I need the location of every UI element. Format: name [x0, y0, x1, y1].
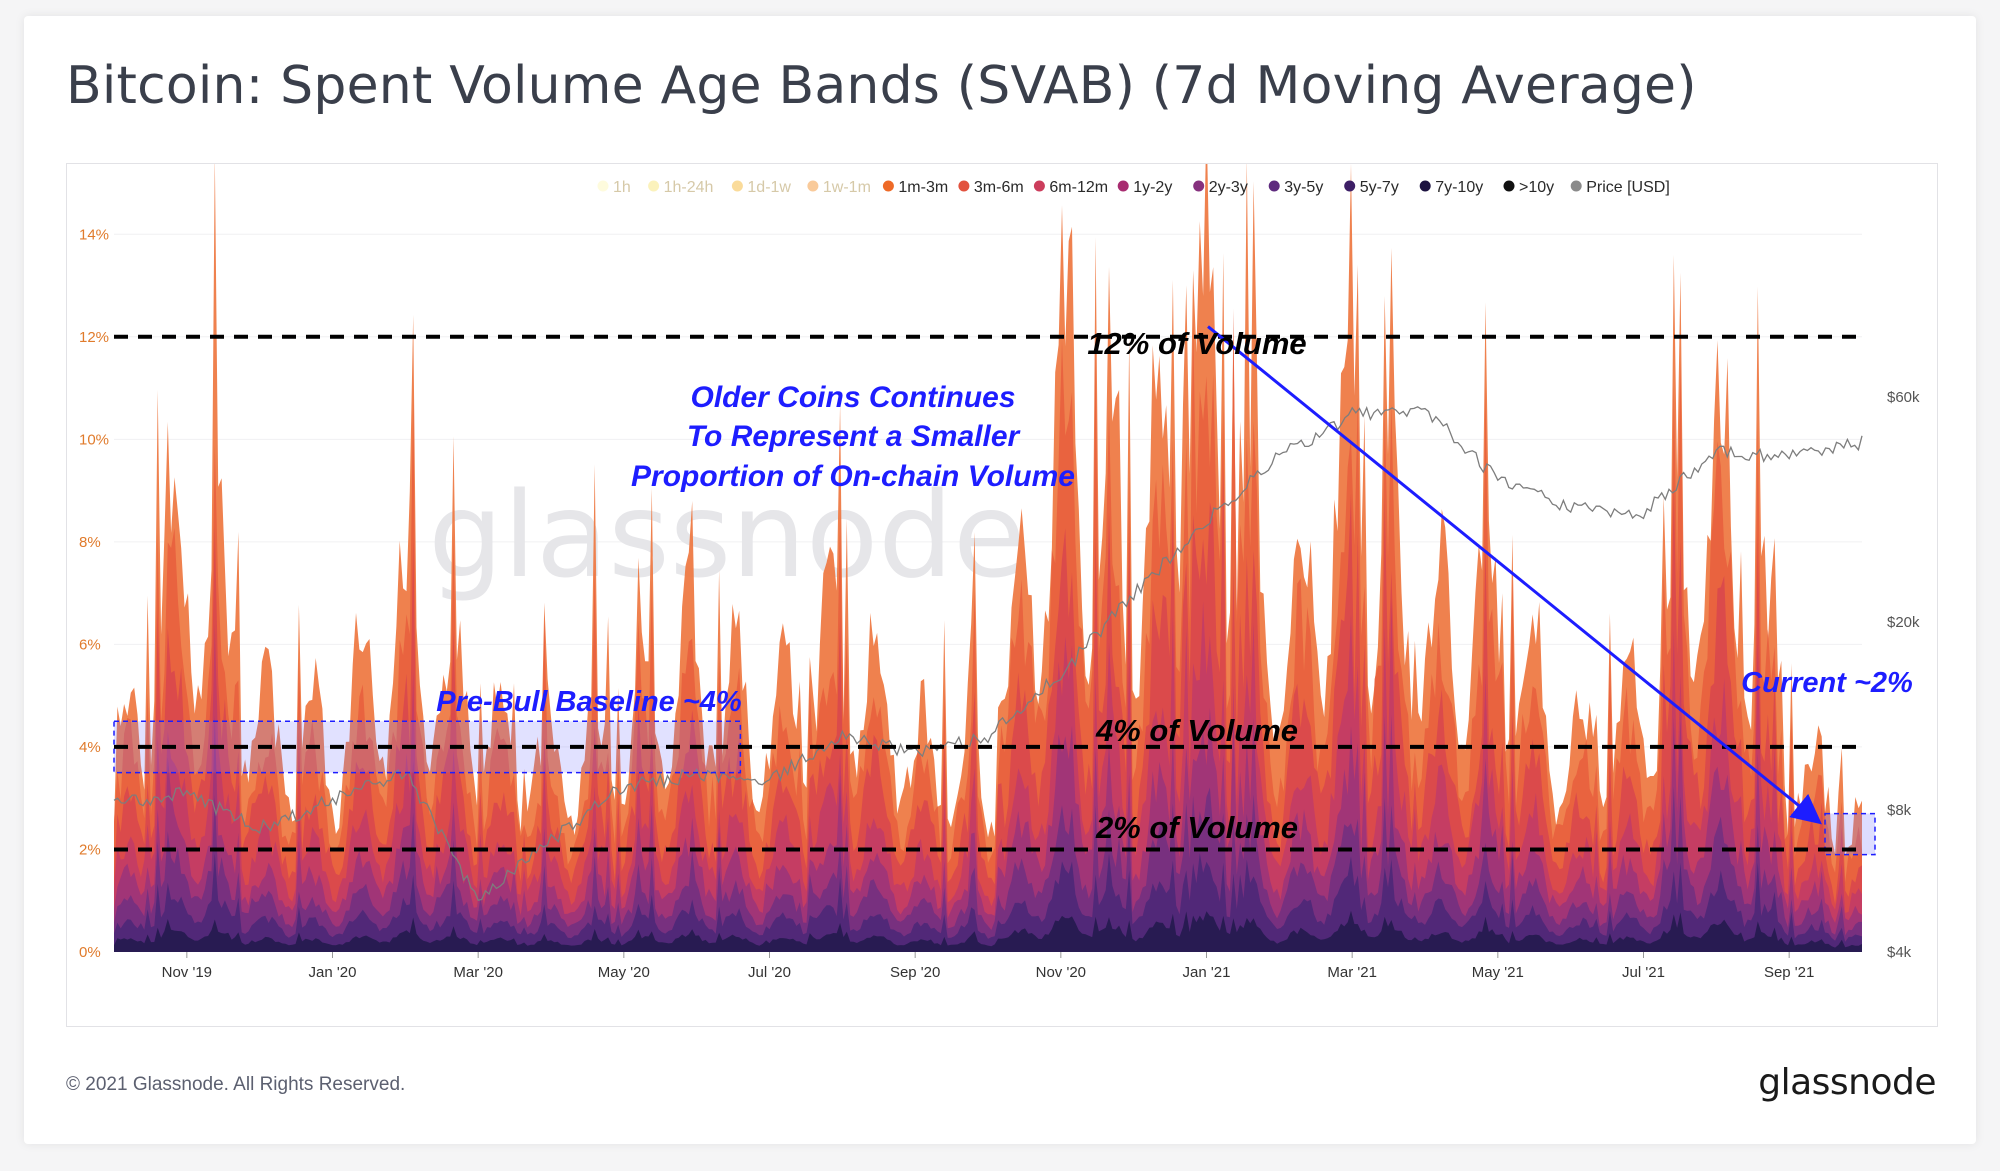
legend-label: 6m-12m — [1049, 179, 1108, 196]
legend-label: 3m-6m — [974, 179, 1024, 196]
annotations: 12% of Volume 4% of Volume 2% of Volume Pre… — [436, 326, 1913, 845]
legend-label: 5y-7y — [1360, 179, 1399, 196]
legend-label: 3y-5y — [1284, 179, 1323, 196]
y-tick-label: 0% — [79, 944, 101, 961]
legend-dot — [1033, 180, 1045, 192]
legend-label: >10y — [1519, 179, 1554, 196]
legend-label: 1h-24h — [664, 179, 714, 196]
legend-dot — [648, 180, 660, 192]
age-band-area — [114, 910, 1862, 952]
y-tick-label: 14% — [79, 226, 109, 243]
annotation-text: Older Coins Continues — [690, 381, 1015, 414]
legend-dot — [731, 180, 743, 192]
legend-item: 1d-1w — [731, 179, 791, 196]
legend-label: 1w-1m — [823, 179, 871, 196]
x-axis: Nov '19 Jan '20 Mar '20 May '20 Jul '20 Sep '… — [162, 952, 1814, 981]
age-band-area — [114, 600, 1862, 952]
price-tick-label: $20k — [1887, 614, 1920, 631]
x-tick-label: Mar '20 — [453, 964, 503, 981]
legend-item: 1w-1m — [807, 179, 871, 196]
legend-item: 1h-24h — [648, 179, 713, 196]
y-tick-label: 8% — [79, 534, 101, 551]
arrow-line — [1207, 325, 1822, 825]
legend-dot — [1344, 180, 1356, 192]
annotation-text: Pre-Bull Baseline ~4% — [436, 686, 741, 718]
price-usd-line — [113, 405, 1863, 901]
legend-label: 1d-1w — [747, 179, 791, 196]
age-band-areas — [114, 164, 1862, 953]
x-tick-label: Sep '21 — [1764, 964, 1814, 981]
x-tick-label: Sep '20 — [890, 964, 940, 981]
x-tick-label: Jan '21 — [1183, 964, 1231, 981]
copyright: © 2021 Glassnode. All Rights Reserved. — [66, 1074, 406, 1095]
watermark: glassnode — [428, 466, 1025, 604]
legend-item: 5y-7y — [1344, 179, 1399, 196]
legend-item: 3m-6m — [958, 179, 1024, 196]
legend-dot — [882, 180, 894, 192]
age-band-area — [114, 467, 1862, 952]
svab-chart: glassnode 1h 1h-24h 1d-1w 1w-1m 1m-3m 3m-6m 6m… — [79, 164, 1920, 981]
chart-frame: glassnode 1h 1h-24h 1d-1w 1w-1m 1m-3m 3m-6m 6m… — [66, 163, 1938, 1027]
price-tick-label: $8k — [1887, 802, 1912, 819]
legend-item: 2y-3y — [1193, 179, 1248, 196]
legend-dot — [958, 180, 970, 192]
annotation-text: 4% of Volume — [1095, 713, 1298, 748]
age-band-area — [114, 853, 1862, 952]
legend-item: 7y-10y — [1419, 179, 1483, 196]
legend-label: 1h — [613, 179, 631, 196]
y-tick-label: 12% — [79, 329, 109, 346]
y-tick-label: 2% — [79, 841, 101, 858]
legend-label: 2y-3y — [1209, 179, 1248, 196]
x-tick-label: Jul '20 — [748, 964, 791, 981]
legend: 1h 1h-24h 1d-1w 1w-1m 1m-3m 3m-6m 6m-12m 1y-2y 2… — [597, 179, 1670, 196]
legend-label: 1m-3m — [898, 179, 948, 196]
annotation-text: Proportion of On-chain Volume — [631, 460, 1075, 493]
legend-item: 3y-5y — [1268, 179, 1323, 196]
legend-dot — [1117, 180, 1129, 192]
legend-dot — [1570, 180, 1582, 192]
glassnode-logo: glassnode — [1758, 1062, 1936, 1103]
legend-dot — [1193, 180, 1205, 192]
x-tick-label: Nov '20 — [1036, 964, 1086, 981]
price-tick-label: $4k — [1887, 944, 1912, 961]
legend-label: Price [USD] — [1586, 179, 1670, 196]
legend-dot — [1419, 180, 1431, 192]
legend-dot — [597, 180, 609, 192]
y-axis-right: $4k $8k $20k $60k — [1887, 389, 1920, 961]
x-tick-label: May '20 — [598, 964, 650, 981]
chart-title: Bitcoin: Spent Volume Age Bands (SVAB) (… — [66, 56, 1697, 116]
x-tick-label: Jan '20 — [309, 964, 357, 981]
annotation-text: 2% of Volume — [1095, 810, 1298, 845]
annotation-text: Current ~2% — [1741, 667, 1913, 699]
legend-item: Price [USD] — [1570, 179, 1670, 196]
x-tick-label: Nov '19 — [162, 964, 212, 981]
age-band-area — [114, 708, 1862, 952]
legend-item: >10y — [1503, 179, 1554, 196]
legend-item: 1y-2y — [1117, 179, 1172, 196]
y-tick-label: 4% — [79, 739, 101, 756]
legend-label: 7y-10y — [1435, 179, 1483, 196]
volume-level-lines — [114, 334, 1862, 852]
x-tick-label: Jul '21 — [1622, 964, 1665, 981]
price-line — [113, 405, 1863, 901]
y-axis-left: 0% 2% 4% 6% 8% 10% 12% 14% — [79, 226, 109, 961]
legend-label: 1y-2y — [1133, 179, 1172, 196]
y-tick-label: 6% — [79, 636, 101, 653]
x-tick-label: May '21 — [1472, 964, 1524, 981]
price-tick-label: $60k — [1887, 389, 1920, 406]
annotation-text: To Represent a Smaller — [687, 420, 1022, 453]
y-tick-label: 10% — [79, 431, 109, 448]
legend-item: 1h — [597, 179, 631, 196]
legend-item: 6m-12m — [1033, 179, 1108, 196]
trend-arrow — [1207, 325, 1822, 825]
x-tick-label: Mar '21 — [1327, 964, 1377, 981]
legend-dot — [807, 180, 819, 192]
annotation-text: 12% of Volume — [1087, 326, 1306, 361]
legend-dot — [1268, 180, 1280, 192]
legend-item: 1m-3m — [882, 179, 948, 196]
legend-dot — [1503, 180, 1515, 192]
age-band-area — [114, 786, 1862, 952]
